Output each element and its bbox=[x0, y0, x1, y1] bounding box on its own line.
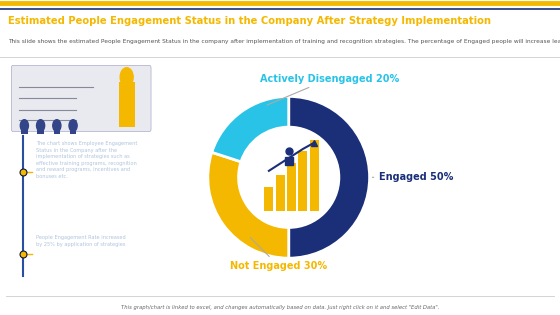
FancyBboxPatch shape bbox=[11, 66, 151, 132]
Text: Estimated People Engagement Status in the Company After Strategy Implementation: Estimated People Engagement Status in th… bbox=[8, 16, 491, 26]
Bar bbox=[54, 126, 60, 134]
Text: People Engagement Rate increased
by 25% by application of strategies: People Engagement Rate increased by 25% … bbox=[36, 236, 125, 247]
Circle shape bbox=[239, 127, 339, 227]
Bar bbox=[276, 175, 284, 211]
Text: This slide shows the estimated People Engagement Status in the company after imp: This slide shows the estimated People En… bbox=[8, 39, 560, 44]
Bar bbox=[287, 163, 296, 211]
Wedge shape bbox=[212, 96, 289, 162]
Wedge shape bbox=[289, 96, 370, 258]
Text: Not Engaged 30%: Not Engaged 30% bbox=[231, 238, 328, 271]
Circle shape bbox=[20, 120, 29, 132]
Bar bbox=[310, 140, 319, 211]
Circle shape bbox=[69, 120, 77, 132]
Text: This graph/chart is linked to excel, and changes automatically based on data. Ju: This graph/chart is linked to excel, and… bbox=[121, 305, 439, 310]
Bar bbox=[298, 151, 307, 211]
Text: The chart shows Employee Engagement
Status in the Company after the
implementati: The chart shows Employee Engagement Stat… bbox=[36, 141, 137, 179]
Circle shape bbox=[120, 68, 133, 87]
Bar bbox=[264, 187, 273, 211]
Bar bbox=[119, 82, 135, 127]
Text: Actively Disengaged 20%: Actively Disengaged 20% bbox=[260, 74, 400, 105]
Circle shape bbox=[53, 120, 61, 132]
Bar bbox=[70, 126, 76, 134]
Wedge shape bbox=[208, 152, 289, 258]
Circle shape bbox=[36, 120, 45, 132]
Bar bbox=[21, 126, 27, 134]
Bar bbox=[38, 126, 44, 134]
Text: Engaged 50%: Engaged 50% bbox=[372, 172, 454, 182]
